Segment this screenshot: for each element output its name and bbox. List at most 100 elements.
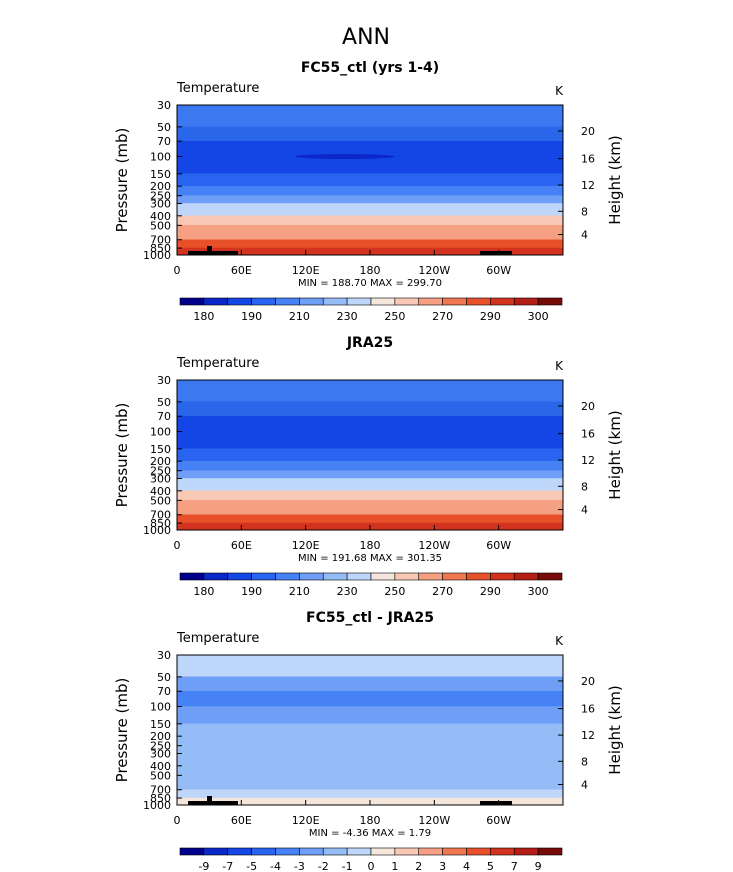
y2-tick-label: 4 bbox=[581, 504, 588, 517]
variable-label: Temperature bbox=[176, 631, 259, 646]
colorbar-swatch bbox=[252, 573, 276, 580]
y-tick-label: 50 bbox=[157, 396, 171, 409]
y-tick-label: 70 bbox=[157, 135, 171, 148]
colorbar-label: 230 bbox=[337, 585, 358, 598]
contour-band bbox=[177, 174, 563, 186]
x-tick-label: 120E bbox=[292, 264, 320, 277]
colorbar-label: 300 bbox=[528, 310, 549, 323]
y-tick-label: 150 bbox=[150, 443, 171, 456]
colorbar-swatch bbox=[276, 298, 300, 305]
y2-tick-label: 20 bbox=[581, 400, 595, 413]
contour-band bbox=[177, 105, 563, 127]
contour-band bbox=[177, 707, 563, 724]
colorbar-label: 4 bbox=[463, 860, 470, 872]
terrain-block bbox=[207, 246, 212, 255]
x-tick-label: 60W bbox=[486, 264, 511, 277]
panel-title: FC55_ctl (yrs 1-4) bbox=[301, 60, 439, 76]
colorbar-label: 1 bbox=[391, 860, 398, 872]
colorbar-swatch bbox=[299, 573, 323, 580]
x-tick-label: 120E bbox=[292, 539, 320, 552]
y2-tick-label: 16 bbox=[581, 428, 595, 441]
x-tick-label: 180 bbox=[360, 814, 381, 827]
colorbar-label: 230 bbox=[337, 310, 358, 323]
colorbar-label: 180 bbox=[193, 310, 214, 323]
colorbar-swatch bbox=[371, 573, 395, 580]
y-tick-label: 50 bbox=[157, 671, 171, 684]
colorbar-swatch bbox=[443, 298, 467, 305]
colorbar-swatch bbox=[180, 848, 204, 855]
y-tick-label: 1000 bbox=[143, 799, 171, 812]
colorbar-swatch bbox=[443, 848, 467, 855]
colorbar-swatch bbox=[204, 573, 228, 580]
units-label: K bbox=[555, 359, 564, 373]
terrain-block bbox=[480, 801, 512, 805]
colorbar-swatch bbox=[395, 848, 419, 855]
colorbar-label: -3 bbox=[294, 860, 305, 872]
tropopause-minimum bbox=[295, 154, 395, 159]
colorbar-label: -1 bbox=[342, 860, 353, 872]
contour-band bbox=[177, 766, 563, 776]
y2-tick-label: 4 bbox=[581, 229, 588, 242]
y-axis-title: Pressure (mb) bbox=[113, 403, 131, 508]
colorbar-swatch bbox=[347, 848, 371, 855]
colorbar-swatch bbox=[419, 848, 443, 855]
y-axis-title: Pressure (mb) bbox=[113, 678, 131, 783]
colorbar-swatch bbox=[490, 298, 514, 305]
y-tick-label: 1000 bbox=[143, 524, 171, 537]
colorbar-label: 290 bbox=[480, 585, 501, 598]
colorbar-swatch bbox=[323, 848, 347, 855]
y-axis-title: Pressure (mb) bbox=[113, 128, 131, 233]
colorbar-swatch bbox=[371, 848, 395, 855]
contour-band bbox=[177, 196, 563, 204]
y-tick-label: 1000 bbox=[143, 249, 171, 262]
y-tick-label: 70 bbox=[157, 685, 171, 698]
y2-tick-label: 8 bbox=[581, 755, 588, 768]
colorbar-swatch bbox=[347, 298, 371, 305]
y2-axis-title: Height (km) bbox=[606, 135, 624, 224]
y2-tick-label: 12 bbox=[581, 729, 595, 742]
contour-band bbox=[177, 478, 563, 490]
y-tick-label: 50 bbox=[157, 121, 171, 134]
contour-band bbox=[177, 240, 563, 248]
contour-band bbox=[177, 677, 563, 691]
page-title: ANN bbox=[342, 25, 390, 50]
colorbar-swatch bbox=[538, 573, 562, 580]
x-tick-label: 0 bbox=[174, 814, 181, 827]
colorbar-swatch bbox=[371, 298, 395, 305]
colorbar-label: 190 bbox=[241, 585, 262, 598]
y-tick-label: 30 bbox=[157, 649, 171, 662]
terrain-block bbox=[188, 801, 238, 805]
contour-band bbox=[177, 461, 563, 471]
y-tick-label: 150 bbox=[150, 168, 171, 181]
colorbar-label: 9 bbox=[535, 860, 542, 872]
colorbar-swatch bbox=[443, 573, 467, 580]
colorbar-swatch bbox=[323, 573, 347, 580]
colorbar-swatch bbox=[490, 848, 514, 855]
y-tick-label: 30 bbox=[157, 99, 171, 112]
panel-title: FC55_ctl - JRA25 bbox=[306, 610, 434, 626]
colorbar-swatch bbox=[538, 298, 562, 305]
x-tick-label: 120W bbox=[418, 264, 450, 277]
y2-tick-label: 8 bbox=[581, 205, 588, 218]
y-tick-label: 300 bbox=[150, 472, 171, 485]
colorbar-swatch bbox=[419, 298, 443, 305]
contour-band bbox=[177, 416, 563, 431]
colorbar-label: 250 bbox=[384, 310, 405, 323]
x-tick-label: 180 bbox=[360, 264, 381, 277]
colorbar-label: -5 bbox=[246, 860, 257, 872]
contour-band bbox=[177, 691, 563, 706]
colorbar-swatch bbox=[299, 298, 323, 305]
terrain-block bbox=[207, 796, 212, 805]
y-tick-label: 30 bbox=[157, 374, 171, 387]
x-tick-label: 180 bbox=[360, 539, 381, 552]
colorbar-label: -7 bbox=[222, 860, 233, 872]
contour-band bbox=[177, 127, 563, 141]
x-tick-label: 120W bbox=[418, 539, 450, 552]
contour-band bbox=[177, 746, 563, 754]
variable-label: Temperature bbox=[176, 81, 259, 96]
colorbar-swatch bbox=[228, 573, 252, 580]
colorbar-swatch bbox=[276, 848, 300, 855]
units-label: K bbox=[555, 634, 564, 648]
contour-band bbox=[177, 402, 563, 416]
